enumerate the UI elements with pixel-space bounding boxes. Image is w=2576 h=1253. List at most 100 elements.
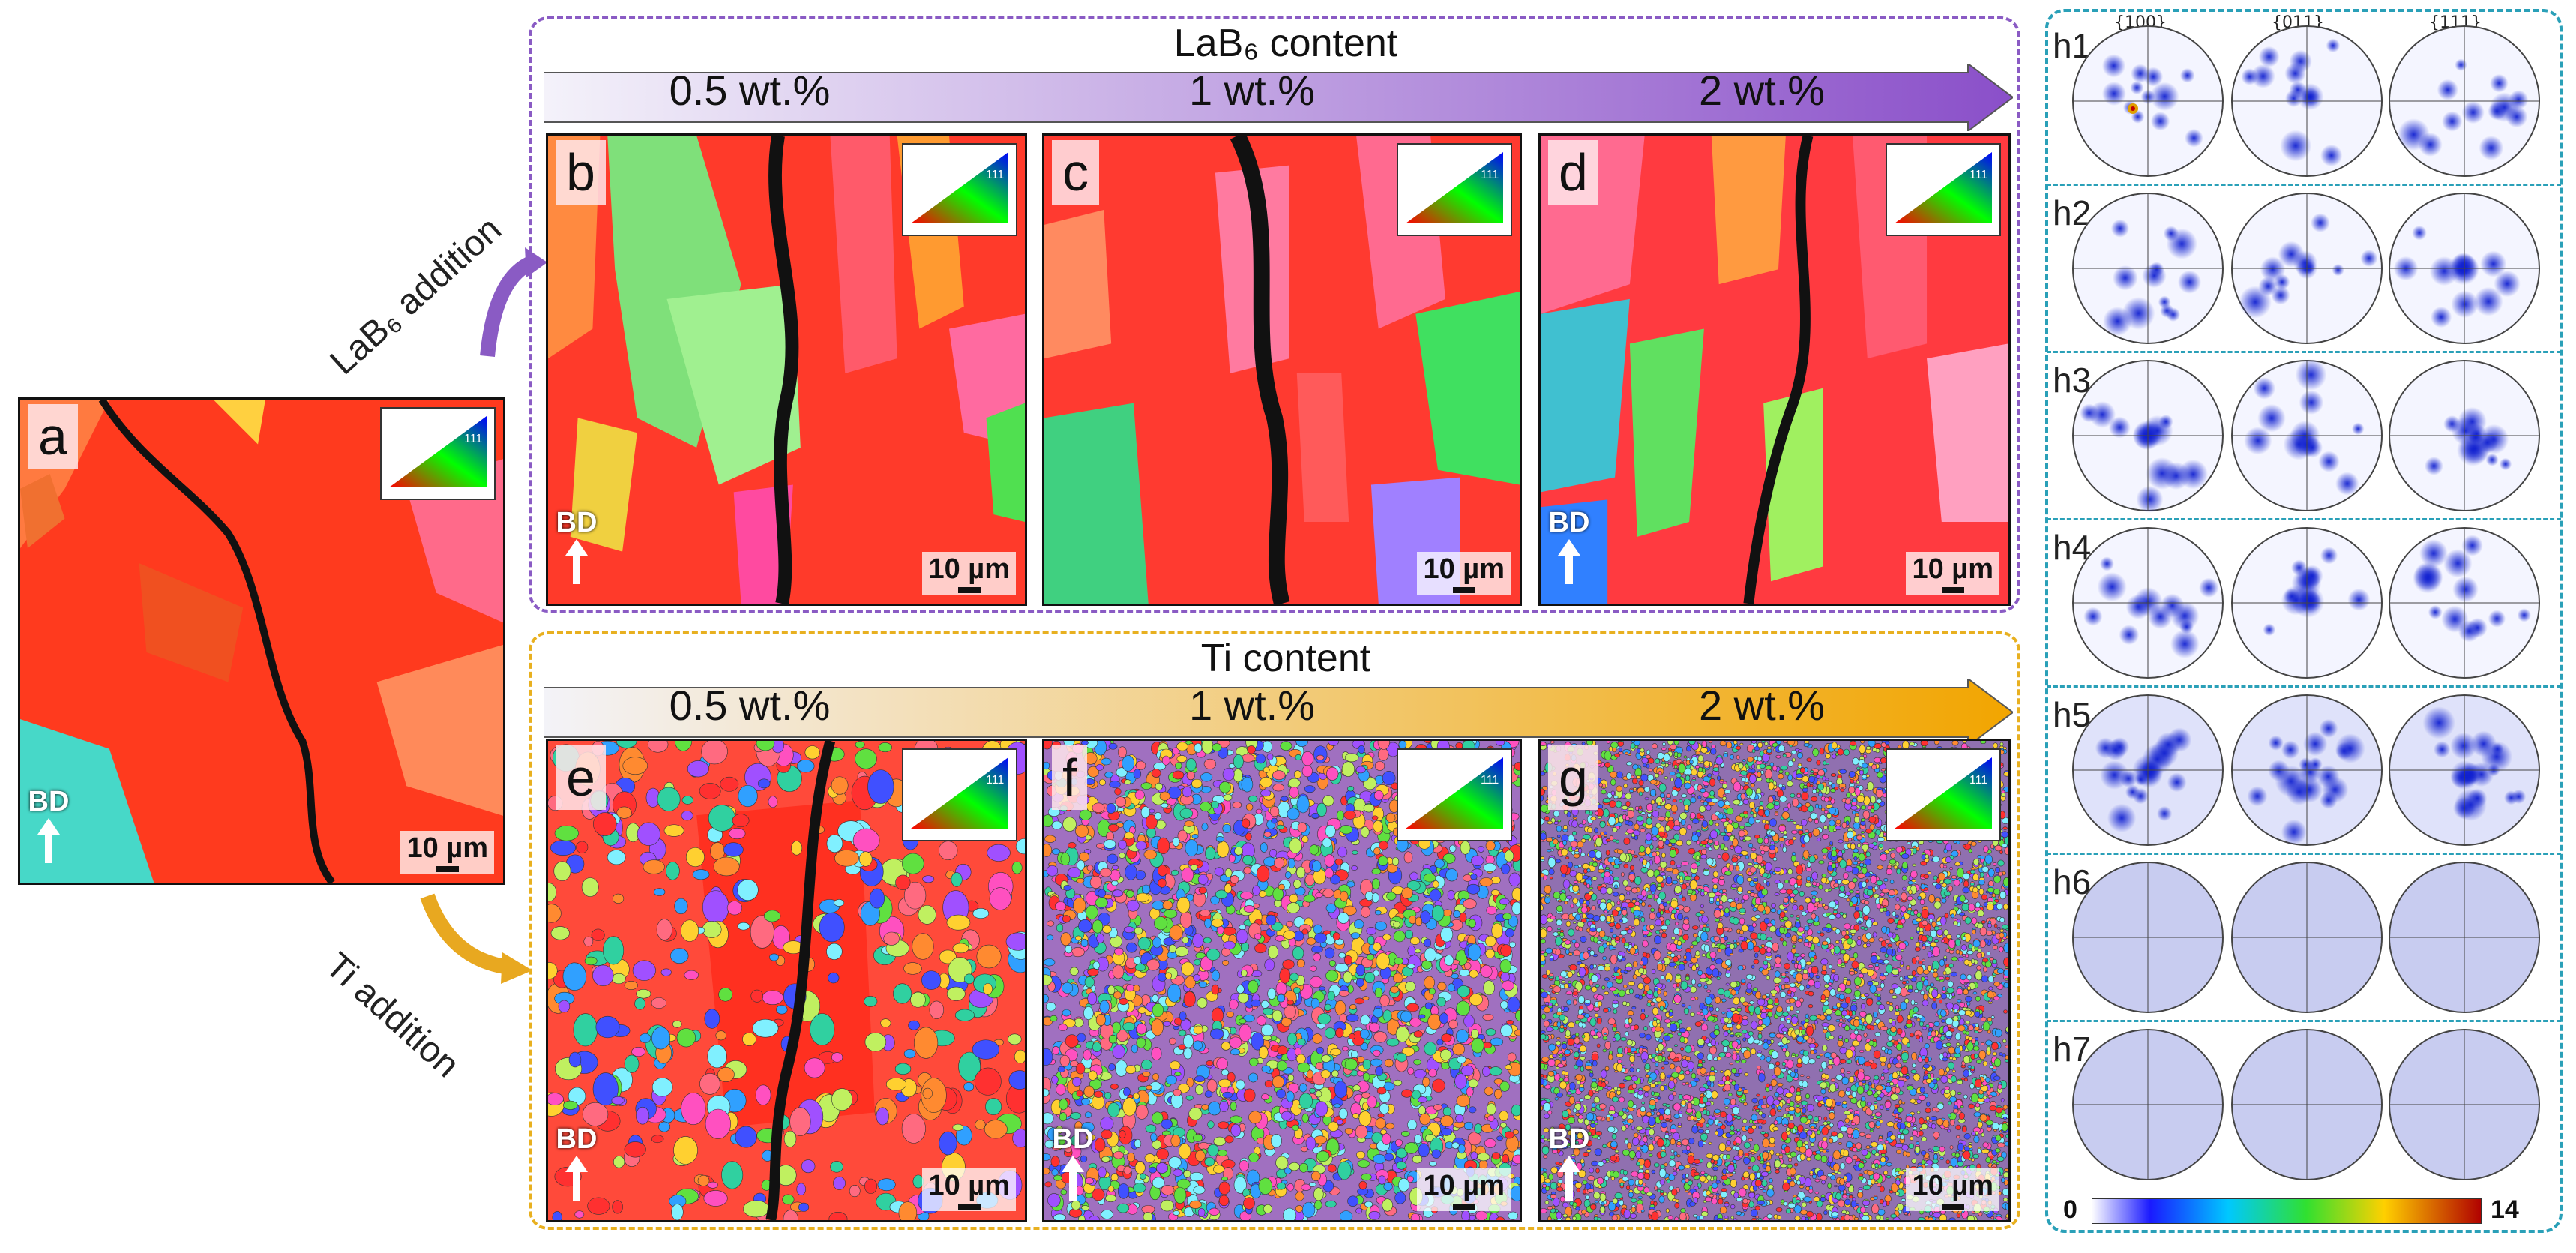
grain — [1669, 1063, 1676, 1069]
grain — [1198, 886, 1207, 895]
grain — [1355, 964, 1366, 976]
grain — [1975, 995, 1981, 1002]
grain — [1757, 1050, 1762, 1054]
grain — [1373, 942, 1382, 952]
grain — [1044, 741, 1053, 750]
grain — [1057, 1066, 1065, 1072]
grain — [1458, 969, 1470, 976]
grain — [783, 1130, 797, 1147]
grain — [1061, 982, 1074, 994]
grain — [1469, 993, 1483, 1006]
grain — [1079, 852, 1090, 862]
grain — [1173, 1088, 1182, 1097]
grain — [1466, 883, 1481, 895]
grain — [798, 1202, 810, 1212]
grain — [1316, 1062, 1324, 1070]
grain — [616, 806, 632, 819]
grain — [1044, 1181, 1052, 1188]
grain — [1587, 946, 1592, 951]
grain — [1216, 841, 1230, 858]
grain — [1770, 908, 1777, 913]
grain — [1474, 1123, 1482, 1134]
grain — [1787, 1163, 1793, 1168]
grain — [1676, 839, 1683, 847]
grain — [1173, 1210, 1180, 1216]
grain — [1133, 769, 1142, 779]
grain — [1263, 1007, 1274, 1015]
grain — [1119, 997, 1128, 1006]
grain — [1085, 1177, 1094, 1185]
grain — [1119, 852, 1125, 859]
scale-label: 10 µm — [928, 553, 1010, 585]
grain — [833, 1176, 846, 1190]
grain — [1980, 741, 1987, 745]
grain — [1507, 1052, 1517, 1063]
grain — [1682, 1149, 1688, 1154]
grain — [1321, 1054, 1331, 1063]
panel-letter: c — [1052, 140, 1099, 205]
grain — [634, 997, 645, 1010]
ipf-key: 001 011 111 — [902, 748, 1017, 841]
grain — [1123, 1087, 1131, 1096]
grain — [1248, 1072, 1259, 1083]
grain — [1059, 1099, 1068, 1111]
grain — [1296, 958, 1305, 968]
grain — [1803, 835, 1810, 844]
grain — [1742, 1037, 1747, 1042]
grain — [1284, 871, 1292, 879]
grain — [1796, 1104, 1801, 1108]
scale-bar: 10 µm — [1417, 1168, 1511, 1211]
grain — [1415, 916, 1423, 927]
grain — [1997, 859, 2005, 867]
grain — [701, 741, 728, 765]
grain — [1289, 973, 1299, 982]
grain — [1211, 918, 1224, 928]
grain — [1328, 960, 1336, 967]
grain — [903, 962, 922, 975]
ebsd-map-g: g 001 011 111 BD 10 µm — [1538, 739, 2011, 1222]
grain — [573, 1013, 598, 1047]
grain — [1044, 1048, 1053, 1066]
grain — [1137, 937, 1151, 950]
grain — [1919, 898, 1925, 906]
grain — [1413, 1059, 1421, 1066]
grain — [1084, 976, 1095, 988]
grain — [768, 796, 778, 808]
grain — [1092, 919, 1104, 934]
grain — [1401, 887, 1413, 899]
grain — [1674, 1202, 1680, 1209]
grain — [1100, 1117, 1114, 1131]
grain — [1303, 894, 1316, 903]
grain — [1292, 1124, 1299, 1132]
grain — [697, 1174, 710, 1186]
grain — [1374, 760, 1385, 771]
grain — [1194, 1075, 1206, 1083]
grain — [1112, 865, 1119, 871]
grain — [1298, 1093, 1313, 1110]
grain — [1327, 991, 1336, 1001]
grain — [1887, 917, 1895, 924]
grain — [1870, 1062, 1877, 1069]
grain — [1107, 1186, 1115, 1192]
grain — [612, 893, 625, 904]
grain — [1626, 1118, 1634, 1124]
grain — [1301, 1113, 1309, 1123]
grain — [1580, 1056, 1586, 1060]
grain — [1371, 815, 1379, 820]
grain — [1195, 952, 1206, 959]
grain — [1654, 1186, 1658, 1191]
grain — [1181, 961, 1194, 976]
grain — [855, 741, 865, 748]
grain — [1845, 1048, 1853, 1059]
grain — [732, 814, 750, 828]
ti-content-title: Ti content — [1200, 637, 1371, 680]
grain — [1203, 758, 1217, 769]
grain — [1092, 961, 1101, 970]
grain — [1395, 1138, 1403, 1147]
grain — [631, 1046, 645, 1057]
grain — [1420, 910, 1431, 924]
grain — [1336, 1119, 1343, 1126]
grain — [1347, 1195, 1359, 1207]
grain — [1850, 1033, 1856, 1040]
ipf-001: 001 — [918, 829, 939, 840]
